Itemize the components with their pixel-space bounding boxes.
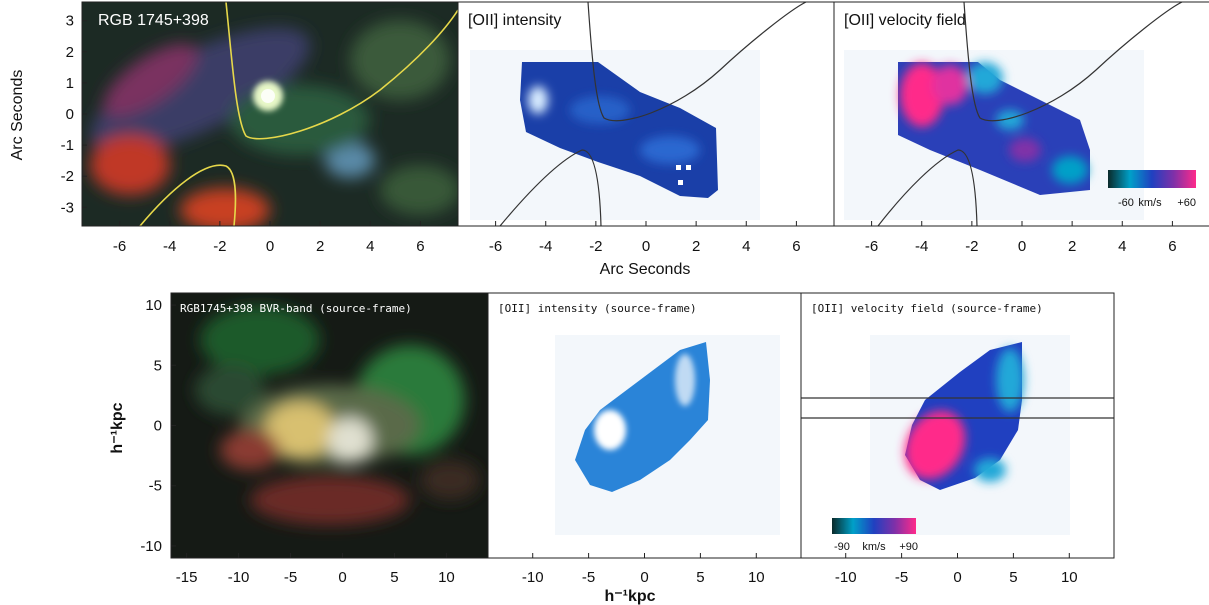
y-tick-label: -1	[61, 137, 74, 154]
x-tick-label: -4	[915, 238, 928, 255]
x-tick-label: 0	[953, 569, 961, 586]
x-tick-label: -2	[965, 238, 978, 255]
y-tick-label: -5	[149, 478, 162, 495]
x-tick-label: 4	[366, 238, 374, 255]
x-tick-label: 5	[390, 569, 398, 586]
x-tick-label: 2	[316, 238, 324, 255]
x-tick-label: 6	[416, 238, 424, 255]
panel-title-rgb: RGB 1745+398	[98, 12, 209, 29]
x-tick-label: 0	[1018, 238, 1026, 255]
x-tick-label: 6	[1168, 238, 1176, 255]
x-tick-label: -5	[895, 569, 908, 586]
y-tick-label: -2	[61, 168, 74, 185]
x-tick-label: 4	[742, 238, 750, 255]
colorbar-top	[1108, 170, 1196, 188]
y-tick-label: 0	[66, 106, 74, 123]
x-tick-label: -6	[865, 238, 878, 255]
x-tick-label: 0	[266, 238, 274, 255]
x-tick-label: 0	[338, 569, 346, 586]
top-x-axis-label: Arc Seconds	[600, 261, 691, 278]
y-tick-label: 5	[154, 357, 162, 374]
x-tick-label: 10	[748, 569, 765, 586]
panel-title-intensity-source: [OII] intensity (source-frame)	[498, 302, 697, 315]
panel-title-velocity: [OII] velocity field	[844, 12, 966, 29]
x-tick-label: 2	[1068, 238, 1076, 255]
top-y-axis-label: Arc Seconds	[9, 70, 26, 161]
x-tick-label: -10	[835, 569, 857, 586]
colorbar-bottom-unit-label: km/s	[862, 541, 886, 553]
panel-title-intensity: [OII] intensity	[468, 12, 561, 29]
x-tick-label: 2	[692, 238, 700, 255]
panel-oii-velocity	[834, 2, 1209, 226]
y-tick-label: -10	[140, 538, 162, 555]
panel-velocity-source-frame	[801, 293, 1114, 558]
colorbar-bottom	[832, 518, 916, 534]
x-tick-label: -4	[163, 238, 176, 255]
colorbar-top-max-label: +60	[1177, 197, 1196, 209]
colorbar-bottom-max-label: +90	[899, 541, 918, 553]
colorbar-top-unit-label: km/s	[1138, 197, 1162, 209]
x-tick-label: -2	[589, 238, 602, 255]
bottom-x-axis-label: h⁻¹kpc	[604, 588, 655, 605]
x-tick-label: -6	[113, 238, 126, 255]
y-tick-label: 10	[145, 297, 162, 314]
panel-rgb-image	[82, 2, 458, 226]
y-tick-label: 1	[66, 75, 74, 92]
bottom-y-axis-label: h⁻¹kpc	[109, 402, 126, 453]
x-tick-label: -5	[284, 569, 297, 586]
panel-bvr-source-frame	[171, 293, 488, 558]
x-tick-label: -4	[539, 238, 552, 255]
top-row-ticks: 3 2 1 0 -1 -2 -3 -6 -4 -2 0 2 4 6 -6 -4 -2 0 2 4 6 -6 -4 -2 0 2 4 6	[61, 13, 1177, 255]
y-tick-label: 0	[154, 418, 162, 435]
colorbar-bottom-min-label: -90	[834, 541, 850, 553]
x-tick-label: 5	[696, 569, 704, 586]
x-tick-label: 0	[640, 569, 648, 586]
x-tick-label: 0	[642, 238, 650, 255]
panel-title-bvr: RGB1745+398 BVR-band (source-frame)	[180, 302, 412, 315]
x-tick-label: -10	[228, 569, 250, 586]
x-tick-label: 10	[1061, 569, 1078, 586]
x-tick-label: 6	[792, 238, 800, 255]
x-tick-label: -6	[489, 238, 502, 255]
x-tick-label: -15	[176, 569, 198, 586]
panel-oii-intensity	[458, 2, 834, 226]
y-tick-label: -3	[61, 199, 74, 216]
y-tick-label: 3	[66, 13, 74, 30]
x-tick-label: -2	[213, 238, 226, 255]
x-tick-label: -5	[582, 569, 595, 586]
x-tick-label: 10	[438, 569, 455, 586]
panel-title-velocity-source: [OII] velocity field (source-frame)	[811, 302, 1043, 315]
bottom-row-ticks: 10 5 0 -5 -10 -15 -10 -5 0 5 10 -10 -5 0 5 10 -10 -5 0 5 10	[140, 297, 1077, 586]
critical-curve	[225, 2, 458, 140]
y-tick-label: 2	[66, 44, 74, 61]
x-tick-label: -10	[522, 569, 544, 586]
x-tick-label: 5	[1009, 569, 1017, 586]
critical-curve	[139, 164, 237, 226]
panel-intensity-source-frame	[488, 293, 801, 558]
colorbar-top-min-label: -60	[1118, 197, 1134, 209]
x-tick-label: 4	[1118, 238, 1126, 255]
